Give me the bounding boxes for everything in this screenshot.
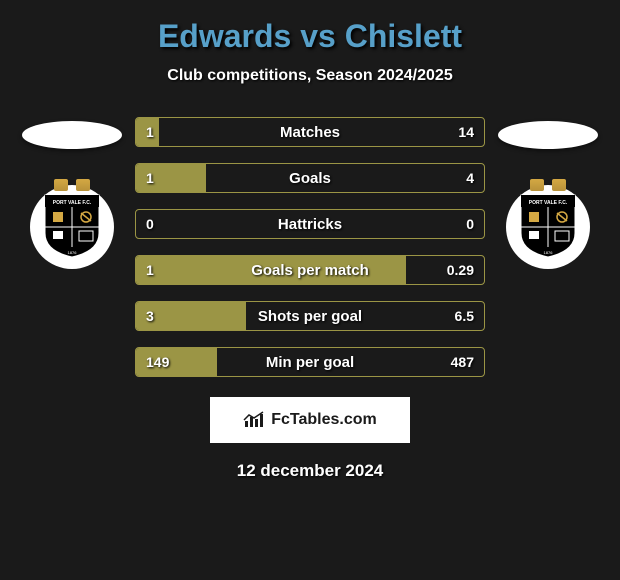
left-player-col: PORT VALE F.C. 1876	[17, 117, 127, 269]
chart-icon	[243, 411, 265, 429]
brand-box[interactable]: FcTables.com	[210, 397, 410, 443]
stat-label: Goals	[136, 164, 484, 192]
stat-label: Shots per goal	[136, 302, 484, 330]
svg-text:PORT VALE F.C.: PORT VALE F.C.	[53, 200, 92, 206]
svg-text:1876: 1876	[68, 250, 78, 255]
subtitle: Club competitions, Season 2024/2025	[0, 67, 620, 85]
player-photo-placeholder	[498, 121, 598, 149]
right-player-col: PORT VALE F.C. 1876	[493, 117, 603, 269]
team-badge-right: PORT VALE F.C. 1876	[506, 185, 590, 269]
stat-bar: 36.5Shots per goal	[135, 301, 485, 331]
stat-bar: 00Hattricks	[135, 209, 485, 239]
stat-bar: 149487Min per goal	[135, 347, 485, 377]
stat-label: Hattricks	[136, 210, 484, 238]
stats-bars: 114Matches 14Goals 00Hattricks 10.29Goals p…	[135, 117, 485, 377]
infographic-container: Edwards vs Chislett Club competitions, S…	[0, 0, 620, 580]
stat-bar: 14Goals	[135, 163, 485, 193]
stat-label: Goals per match	[136, 256, 484, 284]
brand-label: FcTables.com	[271, 411, 377, 429]
stat-label: Min per goal	[136, 348, 484, 376]
content-row: PORT VALE F.C. 1876 114Matches 14Goals 00H…	[0, 117, 620, 377]
shield-icon: PORT VALE F.C. 1876	[43, 193, 101, 259]
badge-ribbons	[52, 179, 92, 191]
page-title: Edwards vs Chislett	[0, 18, 620, 55]
shield-icon: PORT VALE F.C. 1876	[519, 193, 577, 259]
player-photo-placeholder	[22, 121, 122, 149]
date-label: 12 december 2024	[0, 461, 620, 481]
stat-label: Matches	[136, 118, 484, 146]
team-badge-left: PORT VALE F.C. 1876	[30, 185, 114, 269]
stat-bar: 114Matches	[135, 117, 485, 147]
badge-ribbons	[528, 179, 568, 191]
stat-bar: 10.29Goals per match	[135, 255, 485, 285]
svg-text:PORT VALE F.C.: PORT VALE F.C.	[529, 200, 568, 206]
svg-text:1876: 1876	[544, 250, 554, 255]
